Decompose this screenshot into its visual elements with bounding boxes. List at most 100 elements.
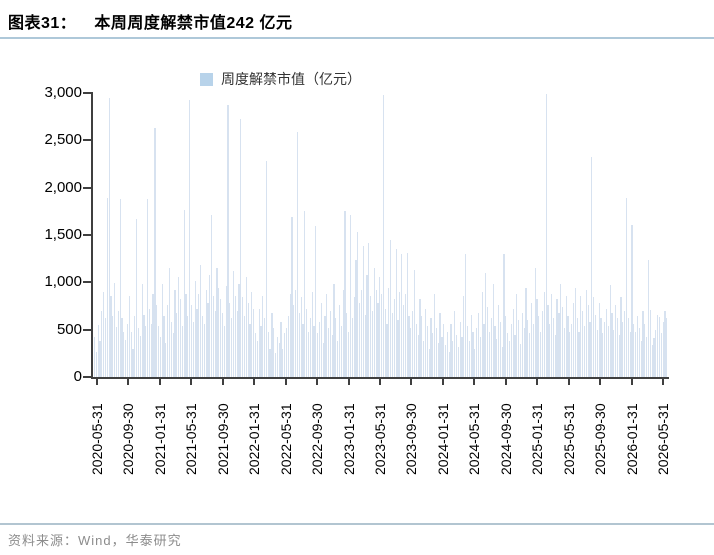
bar (666, 318, 668, 377)
bar (660, 333, 662, 377)
legend-label: 周度解禁市值（亿元） (221, 71, 361, 87)
bar (640, 341, 642, 377)
y-tick-label: 1,000 (44, 273, 82, 291)
y-tick (83, 186, 91, 189)
bar (413, 270, 416, 377)
y-tick-label: 2,000 (44, 178, 82, 196)
bar (128, 295, 130, 377)
bar (638, 327, 640, 377)
bar (302, 324, 304, 377)
bar (646, 337, 648, 377)
x-tick (96, 379, 98, 385)
bar (137, 327, 140, 377)
bar (567, 316, 569, 377)
bar (141, 284, 143, 377)
bar (613, 329, 615, 377)
bar (178, 276, 180, 377)
x-tick (284, 379, 287, 385)
x-tick (127, 379, 130, 385)
bar (424, 308, 427, 377)
bar (441, 337, 443, 377)
bar (382, 94, 384, 377)
bar (179, 299, 182, 377)
bar (307, 331, 310, 377)
bar (373, 268, 375, 377)
legend-swatch-icon (200, 72, 213, 86)
bar (95, 352, 97, 377)
bar (148, 308, 151, 377)
bar (421, 316, 423, 377)
bar (157, 325, 160, 377)
bar (346, 312, 348, 377)
bar (556, 299, 558, 377)
bar (209, 274, 211, 377)
x-tick-label: 2020-05-31 (89, 403, 105, 475)
bar (408, 316, 410, 377)
bar (232, 270, 235, 377)
bar (598, 303, 600, 377)
bar (322, 342, 324, 377)
x-tick (347, 379, 350, 385)
x-axis (91, 377, 669, 379)
bar (174, 289, 176, 377)
bar (216, 268, 218, 377)
bar (134, 316, 136, 377)
x-tick-label: 2023-09-30 (403, 403, 420, 475)
bar (315, 225, 317, 377)
y-tick-label: 3,000 (44, 84, 82, 101)
bar (401, 253, 403, 377)
x-tick-label: 2025-01-31 (529, 403, 546, 475)
bar (289, 293, 291, 377)
bar (200, 265, 202, 377)
bar (397, 320, 399, 377)
bar (104, 318, 107, 377)
bar (404, 293, 406, 377)
x-tick (536, 379, 539, 385)
bar (402, 305, 405, 377)
bar (525, 288, 527, 377)
bar (587, 305, 589, 377)
bar (198, 293, 200, 377)
bar (364, 314, 366, 377)
bar (609, 285, 611, 377)
bar (602, 333, 604, 377)
bar (291, 217, 293, 377)
bar (212, 295, 214, 377)
bar (183, 210, 185, 377)
x-tick-label: 2021-09-30 (214, 403, 231, 475)
bar (273, 327, 275, 377)
bar (510, 324, 512, 377)
bar (633, 324, 635, 377)
bar (247, 303, 249, 377)
bar (604, 322, 606, 377)
bar (242, 297, 244, 377)
bar (406, 253, 408, 377)
bar (117, 310, 119, 377)
x-tick (567, 379, 570, 385)
bar (454, 310, 456, 377)
bar (218, 288, 220, 377)
bar (114, 283, 116, 377)
bar (412, 310, 414, 377)
x-tick (253, 379, 256, 385)
bar (512, 308, 514, 377)
bar (223, 325, 225, 377)
bar (488, 331, 491, 377)
bar (551, 293, 553, 377)
bar (351, 318, 353, 377)
bar (569, 331, 571, 377)
bar (655, 329, 657, 377)
bar (110, 295, 112, 377)
bar (468, 341, 470, 377)
bar (282, 348, 284, 377)
bar (466, 325, 469, 377)
bar (627, 318, 629, 377)
bar (132, 348, 134, 377)
bar (490, 318, 492, 377)
bar (258, 308, 260, 377)
bar (187, 316, 189, 377)
bar (558, 312, 560, 377)
bar (360, 289, 363, 377)
y-tick (83, 234, 91, 236)
bar (123, 331, 125, 377)
